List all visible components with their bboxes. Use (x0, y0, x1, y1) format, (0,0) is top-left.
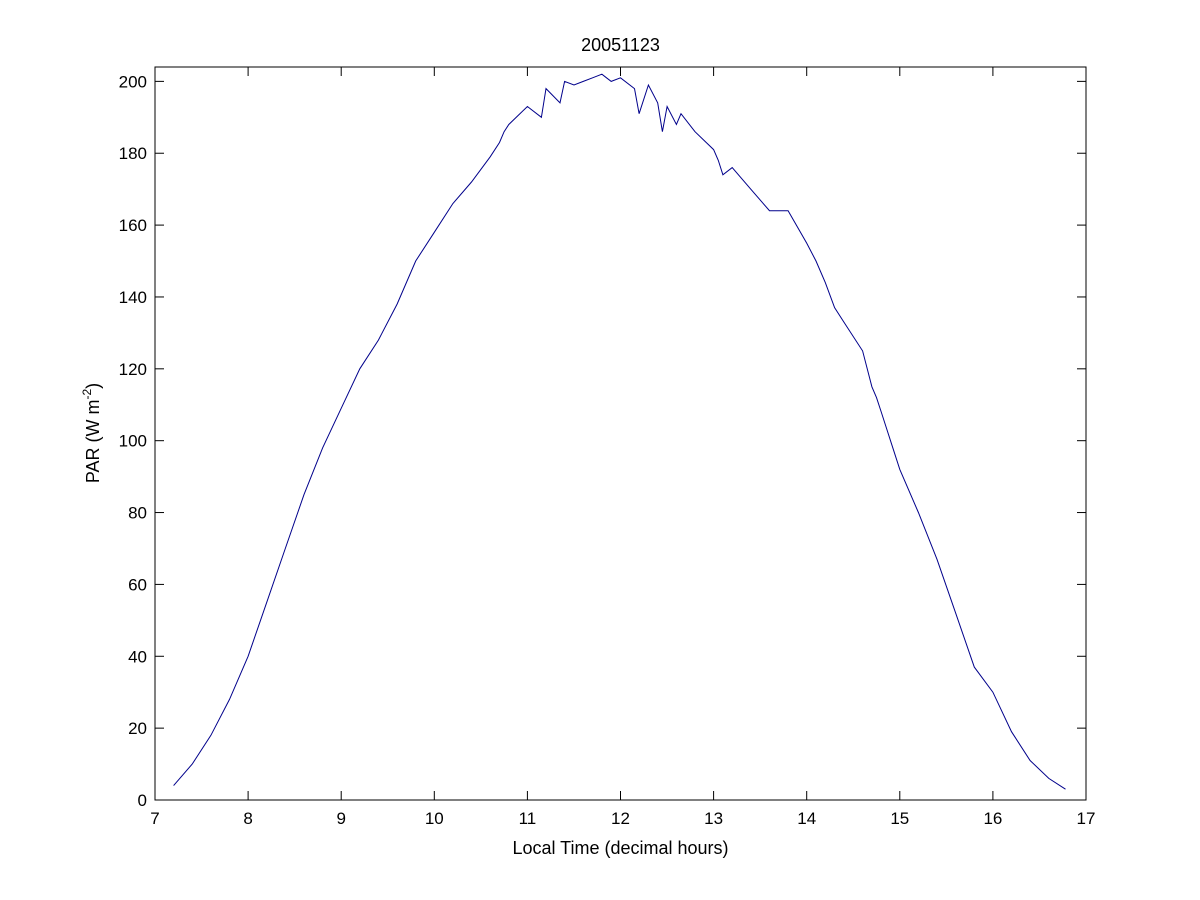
x-tick-labels: 7 8 9 10 11 12 13 14 15 16 17 (150, 809, 1095, 828)
y-axis-label-main: PAR (W m (83, 400, 103, 484)
y-tick-label: 160 (119, 216, 147, 235)
plot-area (154, 66, 1087, 801)
y-tick-label: 140 (119, 288, 147, 307)
x-tick-label: 8 (243, 809, 252, 828)
y-axis-label-suffix: ) (83, 383, 103, 389)
y-axis-label-superscript: -2 (80, 389, 94, 400)
y-tick-label: 120 (119, 360, 147, 379)
y-tick-label: 20 (128, 719, 147, 738)
x-tick-label: 12 (611, 809, 630, 828)
axis-ticks (154, 67, 1087, 801)
x-tick-label: 17 (1077, 809, 1096, 828)
x-tick-label: 14 (797, 809, 816, 828)
par-series-line (173, 73, 1066, 790)
y-axis-label: PAR (W m-2) (80, 383, 103, 483)
x-tick-label: 10 (425, 809, 444, 828)
x-tick-label: 15 (890, 809, 909, 828)
y-tick-label: 100 (119, 432, 147, 451)
y-tick-label: 40 (128, 647, 147, 666)
y-tick-label: 0 (138, 791, 147, 810)
x-tick-label: 16 (983, 809, 1002, 828)
y-tick-label: 60 (128, 575, 147, 594)
x-tick-label: 11 (519, 809, 537, 828)
x-tick-label: 7 (150, 809, 159, 828)
x-tick-label: 13 (704, 809, 723, 828)
y-tick-label: 200 (119, 72, 147, 91)
x-axis-label: Local Time (decimal hours) (512, 838, 728, 858)
y-tick-label: 80 (128, 504, 147, 523)
y-tick-label: 180 (119, 144, 147, 163)
chart-title: 20051123 (581, 35, 660, 55)
y-tick-labels: 0 20 40 60 80 100 120 140 160 180 200 (119, 72, 147, 810)
x-tick-label: 9 (336, 809, 345, 828)
